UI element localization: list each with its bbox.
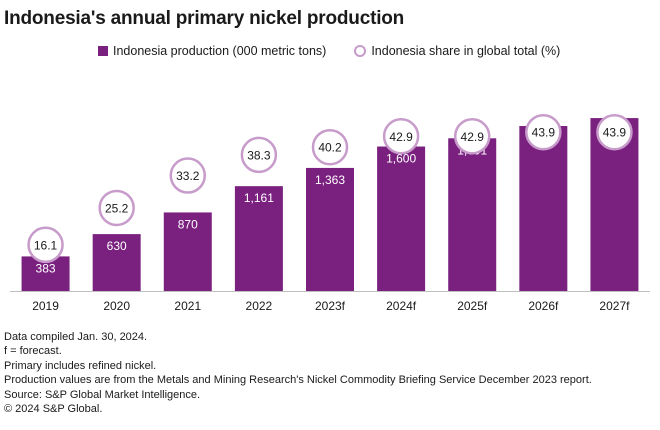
bar-value-label: 630	[107, 239, 127, 253]
legend-item-production: Indonesia production (000 metric tons)	[98, 44, 326, 58]
share-value-label: 38.3	[247, 148, 271, 162]
x-tick-label: 2025f	[457, 299, 488, 313]
x-tick-label: 2021	[174, 299, 201, 313]
bar-value-label: 870	[178, 217, 198, 231]
x-tick-label: 2027f	[599, 299, 630, 313]
share-marker-2024f	[382, 118, 420, 155]
share-marker-2025f	[453, 118, 491, 155]
note-forecast: f = forecast.	[4, 345, 62, 358]
bar-2021	[163, 212, 212, 291]
x-tick-label: 2026f	[528, 299, 559, 313]
bar-value-label: 1,363	[315, 173, 345, 187]
bar-value-label: 383	[36, 261, 56, 275]
share-marker-2020	[98, 189, 135, 227]
chart-title: Indonesia's annual primary nickel produc…	[4, 8, 405, 29]
x-tick-label: 2020	[103, 299, 130, 313]
share-value-label: 33.2	[176, 169, 200, 183]
share-marker-2027f	[596, 113, 633, 151]
note-copyright: © 2024 S&P Global.	[4, 403, 103, 416]
share-value-label: 43.9	[532, 126, 556, 140]
note-production-source: Production values are from the Metals an…	[4, 374, 592, 387]
x-tick-label: 2019	[32, 299, 59, 313]
legend-item-share: Indonesia share in global total (%)	[354, 44, 560, 58]
note-primary: Primary includes refined nickel.	[4, 359, 157, 372]
share-value-label: 42.9	[461, 130, 485, 144]
share-marker-2026f	[525, 113, 562, 151]
bar-chart: 383 16.1 2019 630 25.2 2020 870 33.2 2021 1,161 38…	[10, 113, 650, 313]
share-marker-2022	[240, 136, 278, 174]
chart-legend: Indonesia production (000 metric tons) I…	[98, 44, 588, 58]
legend-label-share: Indonesia share in global total (%)	[371, 44, 561, 58]
legend-swatch-circle	[354, 45, 367, 57]
x-tick-label: 2024f	[386, 299, 417, 313]
legend-swatch-bar	[98, 46, 108, 56]
bar-2025f	[448, 138, 497, 291]
share-value-label: 42.9	[389, 130, 413, 144]
bar-2023f	[306, 167, 354, 291]
legend-label-production: Indonesia production (000 metric tons)	[113, 44, 327, 58]
share-value-label: 25.2	[105, 201, 129, 215]
bar-value-label: 1,161	[244, 191, 274, 205]
note-compiled: Data compiled Jan. 30, 2024.	[4, 331, 148, 343]
bar-value-label: 1,600	[386, 152, 416, 166]
x-tick-label: 2023f	[315, 299, 346, 313]
bar-2026f	[519, 126, 568, 291]
share-marker-2019	[27, 226, 64, 264]
bar-2020	[92, 234, 141, 291]
chart-notes: Data compiled Jan. 30, 2024. f = forecas…	[4, 330, 592, 416]
share-marker-2023f	[311, 128, 349, 166]
x-tick-label: 2022	[246, 299, 273, 313]
bar-2022	[234, 186, 283, 291]
share-value-label: 16.1	[34, 238, 58, 252]
share-value-label: 40.2	[318, 141, 342, 155]
note-source: Source: S&P Global Market Intelligence.	[4, 388, 201, 401]
bar-2024f	[377, 146, 426, 291]
share-value-label: 43.9	[603, 126, 627, 140]
share-marker-2021	[169, 157, 207, 194]
